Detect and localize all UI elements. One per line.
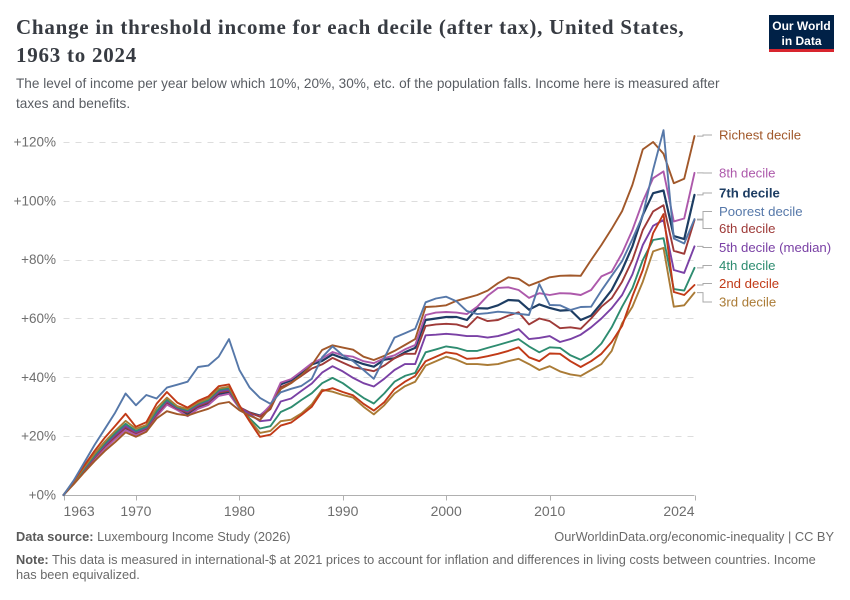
svg-text:2nd decile: 2nd decile bbox=[719, 276, 779, 291]
svg-text:+0%: +0% bbox=[29, 488, 56, 503]
svg-text:1970: 1970 bbox=[120, 503, 151, 519]
svg-text:1990: 1990 bbox=[327, 503, 358, 519]
svg-text:2024: 2024 bbox=[663, 503, 694, 519]
svg-text:+40%: +40% bbox=[21, 370, 56, 385]
svg-text:7th decile: 7th decile bbox=[719, 186, 780, 201]
svg-text:4th decile: 4th decile bbox=[719, 258, 775, 273]
svg-text:3rd decile: 3rd decile bbox=[719, 295, 776, 310]
svg-text:2000: 2000 bbox=[431, 503, 462, 519]
svg-text:+20%: +20% bbox=[21, 429, 56, 444]
svg-text:5th decile (median): 5th decile (median) bbox=[719, 240, 831, 255]
svg-text:2010: 2010 bbox=[534, 503, 565, 519]
svg-text:+100%: +100% bbox=[14, 193, 56, 208]
svg-text:+120%: +120% bbox=[14, 135, 56, 150]
svg-text:+60%: +60% bbox=[21, 311, 56, 326]
svg-text:Richest decile: Richest decile bbox=[719, 128, 801, 143]
svg-text:+80%: +80% bbox=[21, 252, 56, 267]
svg-text:6th decile: 6th decile bbox=[719, 221, 775, 236]
svg-text:8th decile: 8th decile bbox=[719, 166, 775, 181]
svg-text:Poorest decile: Poorest decile bbox=[719, 204, 803, 219]
svg-text:1963: 1963 bbox=[64, 503, 95, 519]
svg-text:1980: 1980 bbox=[224, 503, 255, 519]
